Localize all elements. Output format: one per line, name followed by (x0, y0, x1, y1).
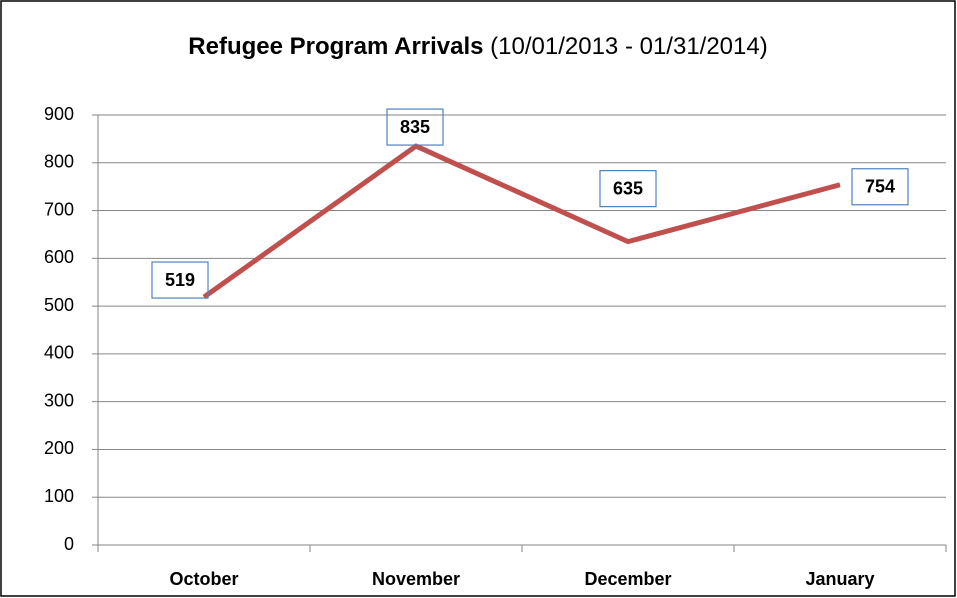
chart-title: Refugee Program Arrivals (188, 33, 483, 60)
data-label-box (599, 170, 657, 208)
data-label: 519 (165, 270, 195, 290)
y-tick-label: 400 (44, 343, 74, 363)
y-tick-label: 900 (44, 104, 74, 124)
data-label: 835 (400, 117, 430, 137)
chart-subtitle: (10/01/2013 - 01/31/2014) (490, 33, 768, 60)
chart-title-line: Refugee Program Arrivals (10/01/2013 - 0… (188, 33, 767, 60)
data-label: 754 (865, 177, 895, 197)
y-tick-label: 500 (44, 295, 74, 315)
x-tick-label: December (584, 569, 671, 589)
data-label-box (151, 261, 209, 299)
y-tick-label: 200 (44, 438, 74, 458)
x-tick-label: October (169, 569, 238, 589)
y-tick-label: 300 (44, 390, 74, 410)
y-tick-label: 0 (64, 534, 74, 554)
line (202, 143, 841, 300)
y-tick-label: 600 (44, 247, 74, 267)
data-label: 635 (613, 178, 643, 198)
x-tick-label: November (372, 569, 460, 589)
data-label-box (386, 108, 444, 146)
data-label-box (851, 168, 909, 206)
y-tick-label: 700 (44, 199, 74, 219)
y-tick-label: 800 (44, 152, 74, 172)
y-tick-label: 100 (44, 486, 74, 506)
x-tick-label: January (805, 569, 874, 589)
